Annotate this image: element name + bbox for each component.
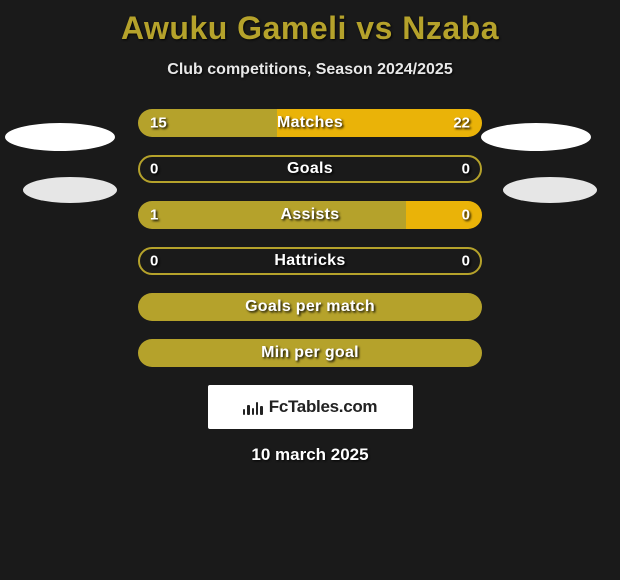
stat-row: Matches1522 xyxy=(138,109,482,137)
stat-row: Goals00 xyxy=(138,155,482,183)
vs-separator: vs xyxy=(356,10,393,46)
decorative-oval xyxy=(503,177,597,203)
bars-icon xyxy=(243,399,263,415)
stat-row: Goals per match xyxy=(138,293,482,321)
player1-name: Awuku Gameli xyxy=(121,10,347,46)
decorative-oval xyxy=(5,123,115,151)
decorative-oval xyxy=(23,177,117,203)
stat-row: Assists10 xyxy=(138,201,482,229)
player2-name: Nzaba xyxy=(402,10,499,46)
subtitle: Club competitions, Season 2024/2025 xyxy=(167,61,452,79)
decorative-oval xyxy=(481,123,591,151)
comparison-card: Awuku Gameli vs Nzaba Club competitions,… xyxy=(0,0,620,580)
stat-row: Min per goal xyxy=(138,339,482,367)
page-title: Awuku Gameli vs Nzaba xyxy=(121,10,499,47)
date-label: 10 march 2025 xyxy=(251,445,368,465)
stat-row: Hattricks00 xyxy=(138,247,482,275)
fctables-logo: FcTables.com xyxy=(208,385,413,429)
logo-text: FcTables.com xyxy=(269,397,378,417)
